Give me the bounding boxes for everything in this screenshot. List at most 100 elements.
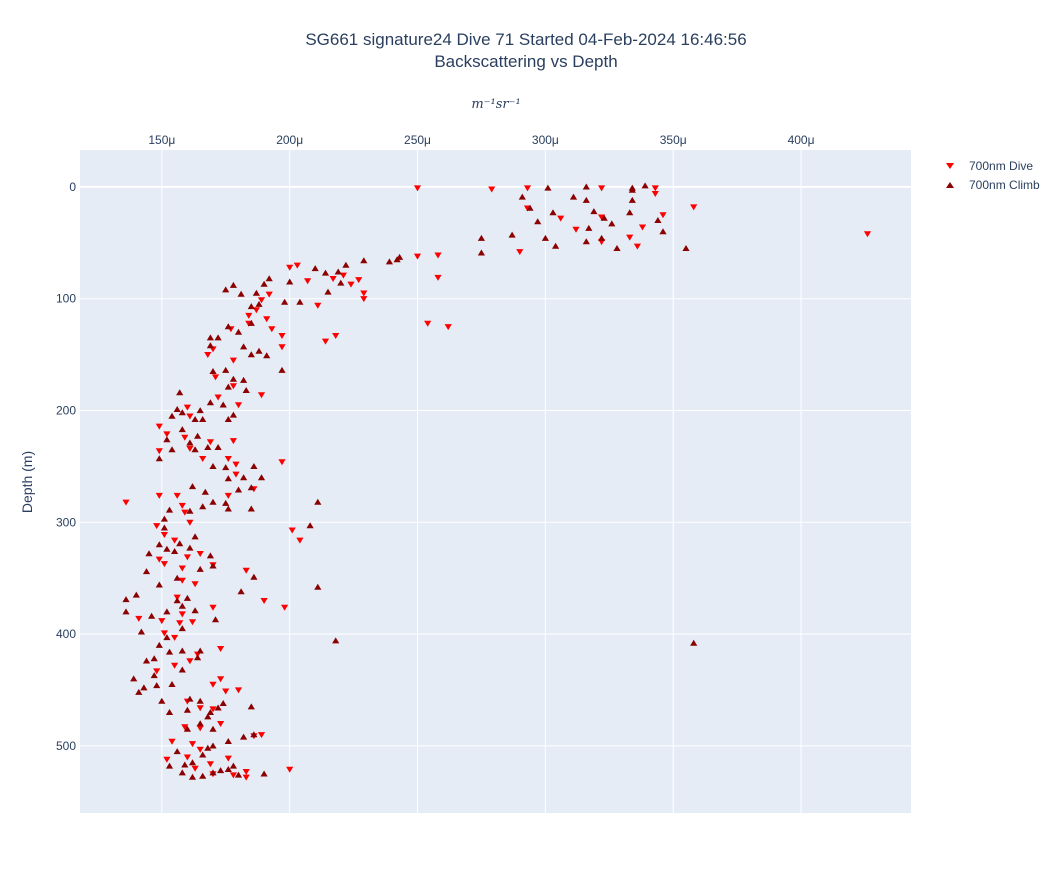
legend-item-climb[interactable]: 700nm Climb	[940, 175, 1040, 194]
climb-point[interactable]	[247, 319, 255, 326]
climb-point[interactable]	[508, 231, 516, 238]
climb-point[interactable]	[250, 463, 258, 469]
dive-point[interactable]	[626, 234, 634, 241]
dive-point[interactable]	[288, 527, 296, 534]
dive-point[interactable]	[304, 278, 312, 285]
dive-point[interactable]	[209, 706, 217, 713]
climb-point[interactable]	[199, 772, 207, 779]
climb-point[interactable]	[281, 298, 289, 305]
climb-point[interactable]	[160, 524, 168, 531]
climb-point[interactable]	[224, 323, 232, 330]
dive-point[interactable]	[690, 204, 698, 211]
climb-point[interactable]	[682, 245, 690, 251]
dive-point[interactable]	[191, 581, 199, 588]
climb-point[interactable]	[183, 725, 191, 732]
dive-point[interactable]	[199, 456, 207, 462]
climb-point[interactable]	[140, 684, 148, 691]
dive-point[interactable]	[224, 456, 232, 462]
climb-point[interactable]	[196, 647, 204, 654]
climb-point[interactable]	[252, 289, 260, 296]
climb-point[interactable]	[188, 759, 197, 766]
climb-point[interactable]	[191, 533, 199, 540]
dive-point[interactable]	[206, 439, 214, 446]
climb-point[interactable]	[234, 328, 243, 335]
dive-point[interactable]	[638, 224, 647, 231]
climb-point[interactable]	[173, 597, 181, 604]
climb-point[interactable]	[237, 290, 245, 297]
climb-point[interactable]	[613, 245, 621, 251]
climb-point[interactable]	[135, 688, 143, 695]
climb-point[interactable]	[196, 407, 204, 414]
dive-point[interactable]	[186, 413, 194, 420]
dive-point[interactable]	[434, 274, 442, 281]
climb-point[interactable]	[265, 275, 273, 282]
climb-point[interactable]	[130, 675, 138, 682]
dive-point[interactable]	[234, 687, 243, 694]
dive-point[interactable]	[178, 611, 186, 618]
climb-point[interactable]	[229, 411, 237, 418]
dive-point[interactable]	[171, 634, 179, 641]
climb-point[interactable]	[219, 401, 227, 408]
climb-point[interactable]	[247, 351, 255, 358]
dive-point[interactable]	[160, 630, 168, 637]
climb-point[interactable]	[209, 725, 217, 732]
dive-point[interactable]	[234, 402, 243, 409]
climb-point[interactable]	[178, 426, 186, 433]
dive-point[interactable]	[863, 231, 872, 238]
climb-point[interactable]	[222, 464, 230, 471]
climb-point[interactable]	[191, 607, 199, 614]
climb-point[interactable]	[544, 184, 552, 191]
climb-point[interactable]	[222, 286, 230, 293]
climb-point[interactable]	[224, 416, 232, 422]
climb-point[interactable]	[608, 220, 616, 227]
climb-point[interactable]	[209, 368, 217, 374]
dive-point[interactable]	[413, 185, 422, 192]
dive-point[interactable]	[176, 620, 184, 627]
legend-item-dive[interactable]: 700nm Dive	[940, 156, 1040, 175]
dive-point[interactable]	[183, 404, 191, 411]
climb-point[interactable]	[247, 703, 255, 710]
climb-point[interactable]	[224, 766, 232, 772]
climb-point[interactable]	[332, 637, 340, 644]
dive-point[interactable]	[488, 186, 496, 193]
dive-point[interactable]	[168, 738, 176, 745]
climb-point[interactable]	[690, 639, 698, 646]
climb-point[interactable]	[150, 655, 158, 662]
climb-point[interactable]	[250, 573, 258, 580]
climb-point[interactable]	[122, 608, 130, 615]
climb-point[interactable]	[237, 588, 245, 595]
climb-point[interactable]	[654, 217, 662, 223]
climb-point[interactable]	[209, 769, 217, 776]
dive-point[interactable]	[296, 537, 304, 544]
climb-point[interactable]	[286, 278, 294, 285]
climb-point[interactable]	[278, 366, 286, 373]
dive-point[interactable]	[171, 537, 179, 544]
climb-point[interactable]	[188, 773, 197, 780]
dive-point[interactable]	[242, 567, 250, 574]
dive-point[interactable]	[188, 619, 197, 626]
dive-point[interactable]	[413, 253, 422, 260]
climb-point[interactable]	[168, 412, 176, 419]
climb-point[interactable]	[165, 506, 174, 513]
dive-point[interactable]	[155, 492, 163, 499]
climb-point[interactable]	[263, 352, 271, 359]
climb-point[interactable]	[201, 488, 209, 495]
dive-point[interactable]	[434, 252, 442, 259]
climb-point[interactable]	[393, 256, 401, 263]
climb-point[interactable]	[204, 444, 212, 450]
climb-point[interactable]	[186, 439, 194, 446]
dive-point[interactable]	[153, 668, 161, 675]
climb-point[interactable]	[178, 625, 186, 632]
dive-point[interactable]	[181, 434, 189, 441]
legend[interactable]: 700nm Dive 700nm Climb	[940, 156, 1040, 194]
dive-point[interactable]	[222, 688, 230, 695]
climb-point[interactable]	[194, 654, 202, 661]
dive-point[interactable]	[183, 554, 191, 561]
climb-point[interactable]	[214, 704, 222, 711]
climb-point[interactable]	[186, 507, 194, 514]
climb-point[interactable]	[168, 681, 176, 687]
climb-point[interactable]	[165, 709, 174, 715]
climb-point[interactable]	[155, 455, 163, 462]
climb-point[interactable]	[150, 672, 158, 679]
dive-point[interactable]	[183, 754, 191, 761]
